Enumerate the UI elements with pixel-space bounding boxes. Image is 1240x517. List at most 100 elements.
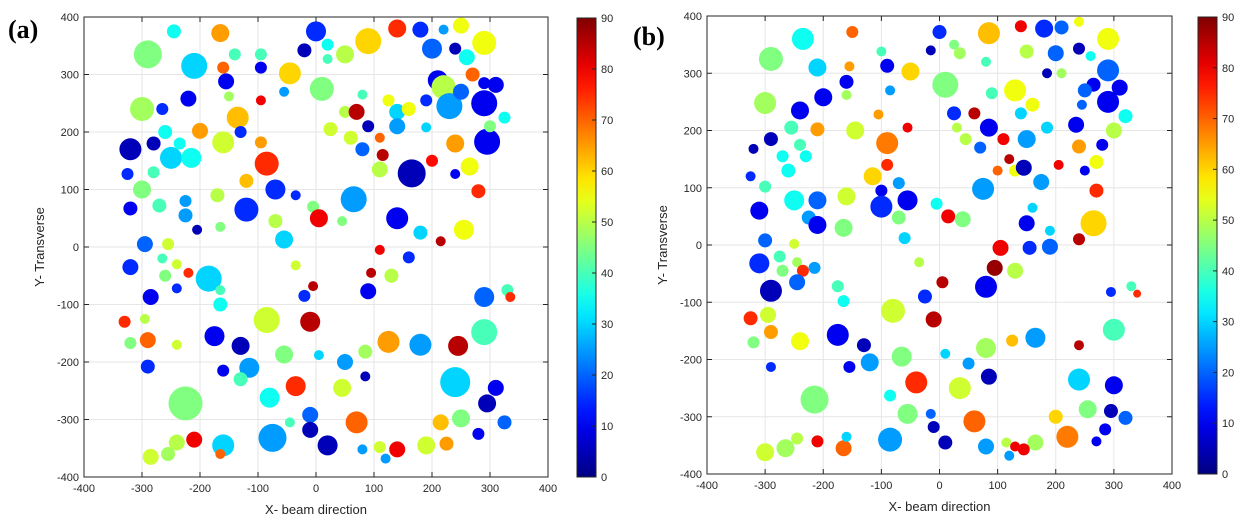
data-point (340, 186, 367, 213)
y-tick-label: -100 (680, 297, 702, 309)
data-point (1118, 410, 1133, 425)
data-point (992, 239, 1009, 256)
data-point (938, 435, 953, 450)
data-point (841, 431, 852, 442)
data-point (1097, 27, 1120, 50)
y-axis-label: Y- Transverse (32, 207, 47, 287)
data-point (972, 177, 995, 200)
data-point (300, 311, 321, 332)
colorbar-tick-label: 0 (1222, 469, 1228, 481)
data-point (321, 38, 334, 51)
data-point (975, 275, 997, 298)
data-point (255, 95, 266, 106)
data-point (831, 280, 844, 293)
data-point (471, 184, 486, 199)
data-point (784, 190, 805, 211)
colorbar-tick-label: 30 (601, 319, 613, 331)
data-point (1077, 83, 1092, 98)
data-point (875, 184, 888, 197)
data-point (384, 268, 399, 283)
colorbar-tick-label: 50 (601, 217, 613, 229)
data-point (927, 421, 940, 434)
data-point (436, 93, 463, 120)
data-point (421, 122, 432, 133)
colorbar-tick-label: 50 (1222, 215, 1234, 227)
data-point (171, 339, 182, 350)
data-point (1044, 225, 1055, 236)
data-point (166, 24, 181, 39)
data-point (409, 333, 432, 356)
data-point (1025, 97, 1040, 112)
data-point (373, 441, 386, 454)
data-point (835, 440, 852, 457)
data-point (1054, 20, 1069, 35)
data-point (345, 411, 368, 434)
data-point (844, 61, 855, 72)
data-point (215, 449, 226, 459)
data-point (192, 122, 208, 139)
data-point (474, 128, 501, 155)
y-tick-label: -300 (680, 412, 702, 424)
data-point (139, 313, 150, 324)
data-point (810, 122, 825, 137)
data-point (925, 408, 936, 419)
data-point (171, 283, 182, 294)
y-tick-label: -300 (57, 415, 79, 427)
data-point (413, 225, 428, 240)
data-point (168, 386, 203, 421)
data-point (1022, 240, 1037, 255)
data-point (1041, 121, 1054, 134)
data-point (458, 49, 475, 66)
data-point (914, 257, 925, 268)
panel-label: (b) (633, 22, 665, 51)
data-point (763, 132, 778, 147)
data-point (360, 283, 377, 300)
colorbar-tick-label: 70 (601, 115, 613, 127)
data-point (453, 17, 469, 34)
data-point (974, 141, 987, 154)
data-point (453, 83, 469, 100)
data-point (953, 47, 966, 60)
colorbar-tick-label: 20 (1222, 367, 1234, 379)
data-point (472, 30, 497, 55)
data-point (1091, 436, 1102, 447)
data-point (759, 180, 772, 193)
data-point (925, 311, 942, 328)
data-point (211, 24, 230, 43)
x-tick-label: -200 (812, 480, 834, 492)
data-point (1001, 437, 1012, 448)
data-point (210, 188, 225, 203)
data-point (173, 137, 186, 150)
data-point (1104, 376, 1123, 395)
data-point (976, 338, 996, 359)
data-point (1097, 90, 1120, 113)
x-tick-label: -400 (73, 483, 95, 495)
data-point (1102, 318, 1125, 341)
data-point (195, 265, 222, 292)
colorbar-tick-label: 10 (601, 421, 613, 433)
data-point (186, 431, 203, 448)
x-axis-label: X- beam direction (889, 499, 991, 514)
y-tick-label: -200 (57, 357, 79, 369)
data-point (1099, 423, 1112, 436)
data-point (465, 67, 480, 82)
data-point (278, 62, 301, 85)
data-point (1004, 154, 1015, 165)
data-point (1085, 51, 1096, 62)
data-point (432, 414, 449, 431)
data-point (773, 250, 786, 263)
data-point (936, 276, 949, 289)
data-point (142, 289, 159, 306)
data-point (124, 337, 137, 350)
data-point (460, 157, 479, 176)
data-point (792, 257, 803, 268)
data-point (446, 134, 465, 153)
data-point (212, 131, 235, 154)
colorbar-tick-label: 80 (1222, 63, 1234, 75)
data-point (178, 208, 193, 223)
data-point (234, 126, 247, 138)
data-point (856, 338, 871, 353)
data-point (863, 167, 882, 186)
data-point (142, 448, 159, 465)
data-point (179, 195, 192, 207)
